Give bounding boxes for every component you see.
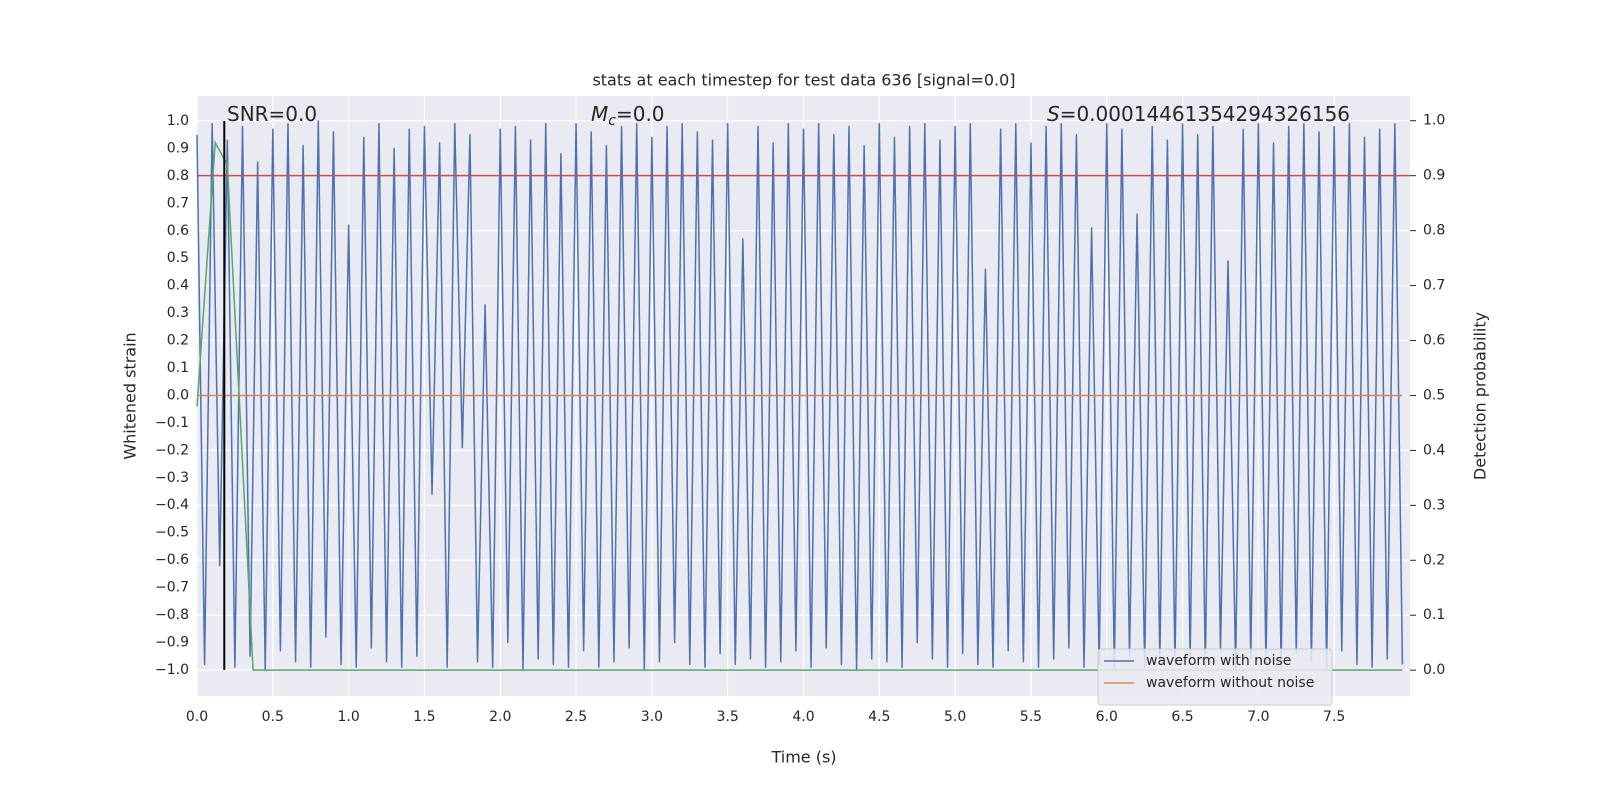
y-tick-label: 0.6 [167,223,189,239]
x-tick-label: 3.0 [641,709,663,725]
legend-label: waveform with noise [1146,653,1291,669]
y2-tick-label: 0.7 [1423,278,1445,294]
annotation-symbol: S [1047,102,1060,126]
y-tick-label: 1.0 [167,113,189,129]
y2-axis-title: Detection probability [1471,312,1490,480]
y-tick-label: −1.0 [155,662,189,678]
legend-label: waveform without noise [1146,675,1314,691]
annotation: SNR=0.0 [227,102,317,126]
y-tick-label: −0.6 [155,552,189,568]
legend-box [1097,648,1333,706]
x-tick-label: 1.5 [413,709,435,725]
y-tick-label: 0.0 [167,387,189,403]
y-tick-label: −0.4 [155,497,189,513]
annotation: S=0.00014461354294326156 [1047,102,1350,126]
chart-title: stats at each timestep for test data 636… [592,71,1015,90]
y-tick-label: −0.5 [155,525,189,541]
legend: waveform with noise waveform without nois… [1097,648,1333,706]
probability-line [196,140,1403,671]
y-tick-label: 0.5 [167,250,189,266]
x-axis-title: Time (s) [770,748,836,767]
y2-tick-label: 0.0 [1423,662,1445,678]
x-tick-label: 0.5 [262,709,284,725]
annotation-symbol: M [591,102,608,126]
y-tick-label: −0.1 [155,415,189,431]
y2-tick-label: 1.0 [1423,113,1445,129]
x-tick-label: 5.5 [1020,709,1042,725]
y-tick-label: −0.7 [155,580,189,596]
x-tick-label: 4.0 [792,709,814,725]
x-tick-label: 0.0 [186,709,208,725]
y-axis-title: Whitened strain [121,332,140,459]
y2-tick-label: 0.6 [1423,333,1445,349]
y2-tick-label: 0.8 [1423,223,1445,239]
y-tick-label: 0.1 [167,360,189,376]
y2-tick-label: 0.9 [1423,168,1445,184]
x-tick-label: 7.5 [1323,709,1345,725]
annotation: Mc=0.0 [591,102,665,129]
x-tick-label: 1.0 [337,709,359,725]
y-tick-label: 0.2 [167,333,189,349]
y-tick-label: −0.3 [155,470,189,486]
x-tick-label: 7.0 [1247,709,1269,725]
x-tick-label: 4.5 [868,709,890,725]
x-tick-label: 6.5 [1171,709,1193,725]
x-tick-label: 3.5 [717,709,739,725]
x-tick-label: 2.5 [565,709,587,725]
y-tick-label: 0.9 [167,140,189,156]
y2-tick-label: 0.2 [1423,552,1445,568]
y2-tick-label: 0.1 [1423,607,1445,623]
y-tick-label: 0.3 [167,305,189,321]
series-line [196,120,1404,671]
y2-tick-label: 0.3 [1423,497,1445,513]
y-tick-label: −0.9 [155,634,189,650]
x-tick-label: 6.0 [1096,709,1118,725]
y-tick-label: 0.7 [167,195,189,211]
annotation-text: =0.0 [616,102,665,126]
x-tick-label: 5.0 [944,709,966,725]
y-tick-label: 0.4 [167,278,189,294]
annotation-subscript: c [608,113,616,129]
y2-tick-label: 0.5 [1423,387,1445,403]
annotation-text: =0.00014461354294326156 [1060,102,1350,126]
y-tick-label: 0.8 [167,168,189,184]
x-tick-label: 2.0 [489,709,511,725]
y-tick-label: −0.8 [155,607,189,623]
y2-tick-label: 0.4 [1423,442,1445,458]
y-tick-label: −0.2 [155,442,189,458]
